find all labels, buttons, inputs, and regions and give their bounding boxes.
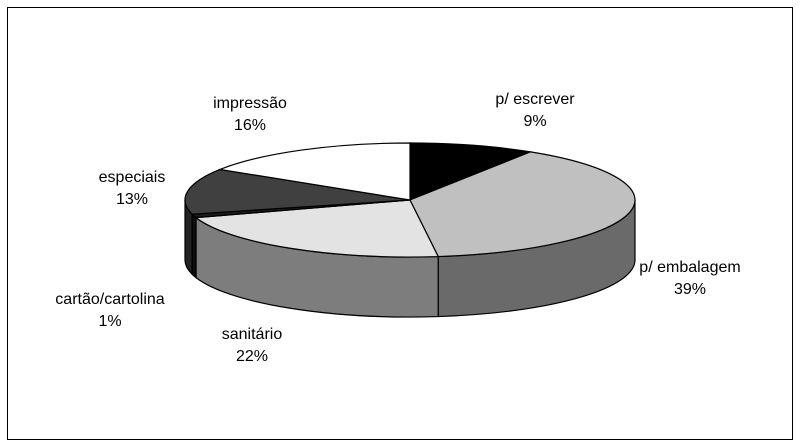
slice-label: especiais xyxy=(99,169,166,186)
slice-label: impressão xyxy=(213,95,287,112)
slice-value-label: 13% xyxy=(116,191,148,208)
slice-value-label: 9% xyxy=(523,113,546,130)
pie-slice xyxy=(409,142,533,201)
slice-label: p/ embalagem xyxy=(639,259,740,276)
slice-label: sanitário xyxy=(222,326,283,343)
pie-slice xyxy=(217,142,411,201)
slice-label: cartão/cartolina xyxy=(55,291,164,308)
pie-slice xyxy=(184,168,411,215)
slice-value-label: 16% xyxy=(234,117,266,134)
slice-value-label: 39% xyxy=(674,281,706,298)
pie-slice xyxy=(409,151,636,258)
slice-value-label: 1% xyxy=(98,313,121,330)
slice-value-label: 22% xyxy=(236,348,268,365)
slice-label: p/ escrever xyxy=(495,91,575,108)
pie-slice xyxy=(194,199,440,258)
